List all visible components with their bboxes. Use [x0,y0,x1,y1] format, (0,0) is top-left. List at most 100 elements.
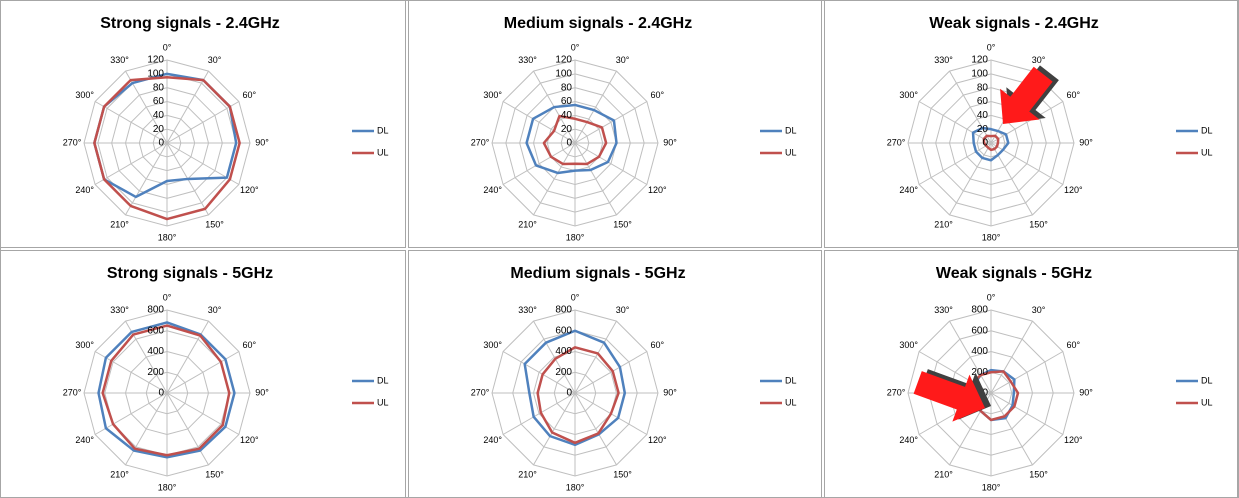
angle-label: 120° [240,435,259,445]
legend-label: DL [785,375,797,385]
angle-label: 300° [75,340,94,350]
angle-label: 120° [1064,185,1083,195]
angle-label: 60° [1066,340,1080,350]
r-tick-label: 600 [971,325,988,336]
angle-label: 210° [518,220,537,230]
spoke [166,351,240,394]
angle-label: 270° [471,387,490,397]
spoke [166,70,209,144]
angle-label: 30° [616,305,630,315]
r-tick-label: 600 [147,325,164,336]
spoke [990,392,1033,466]
r-tick-label: 20 [977,124,989,135]
angle-label: 270° [471,137,490,147]
angle-label: 300° [483,340,502,350]
legend-label: UL [785,147,797,157]
chart-title: Strong signals - 2.4GHz [100,15,280,32]
angle-label: 60° [650,340,664,350]
angle-label: 270° [63,387,82,397]
angle-label: 120° [648,435,667,445]
legend-label: DL [1201,125,1213,135]
angle-label: 150° [613,470,632,480]
spoke [949,142,992,216]
angle-label: 330° [518,305,537,315]
angle-label: 180° [982,232,1001,242]
angle-label: 300° [483,90,502,100]
angle-label: 330° [110,55,129,65]
legend-label: UL [785,397,797,407]
spoke [94,392,168,435]
r-tick-label: 100 [147,68,164,79]
panel-frame [824,250,1238,498]
r-tick-label: 40 [977,110,989,121]
angle-label: 0° [571,292,580,302]
spoke [166,320,209,394]
angle-label: 30° [208,55,222,65]
angle-label: 90° [663,137,677,147]
series-line [971,126,1010,162]
angle-label: 300° [75,90,94,100]
angle-label: 60° [242,90,256,100]
angle-label: 180° [158,232,177,242]
panel-frame [408,250,822,498]
spoke [166,392,240,435]
angle-label: 150° [1029,220,1048,230]
series-line [536,346,620,445]
spoke [502,101,576,144]
r-tick-label: 120 [971,55,988,66]
chart-panel: Strong signals - 2.4GHz 0° 30° 60° 90° 120° 15… [0,0,406,248]
r-tick-label: 0 [158,138,164,149]
series-line [97,321,236,459]
r-tick-label: 20 [153,124,165,135]
spoke [166,392,209,466]
spoke [533,392,576,466]
annotations [913,65,1059,422]
r-tick-label: 120 [147,55,164,66]
angle-label: 30° [1032,305,1046,315]
angle-label: 210° [110,470,129,480]
angle-label: 150° [205,470,224,480]
angle-label: 30° [1032,55,1046,65]
spoke [574,142,648,185]
spoke [125,392,168,466]
chart-panel: Medium signals - 2.4GHz 0° 30° 60° 90° 120° 15… [408,0,822,248]
angle-label: 240° [75,435,94,445]
panel-frame [824,0,1238,248]
angle-label: 30° [616,55,630,65]
spoke [990,351,1064,394]
angle-label: 90° [1079,137,1093,147]
series-line [101,324,231,457]
spoke [125,320,168,394]
r-tick-label: 0 [982,388,988,399]
r-tick-label: 0 [158,388,164,399]
angle-label: 210° [934,220,953,230]
angle-label: 120° [648,185,667,195]
angle-label: 120° [240,185,259,195]
spoke [125,142,168,216]
series-line [93,76,241,221]
spoke [574,70,617,144]
angle-label: 210° [110,220,129,230]
spoke [574,392,617,466]
r-tick-label: 0 [566,388,572,399]
legend-label: DL [1201,375,1213,385]
legend-label: UL [1201,397,1213,407]
spoke [574,101,648,144]
angle-label: 90° [255,387,269,397]
angle-label: 180° [982,482,1001,492]
angle-label: 240° [75,185,94,195]
r-tick-label: 800 [971,305,988,316]
spoke [533,320,576,394]
angle-label: 210° [518,470,537,480]
r-tick-label: 800 [555,305,572,316]
r-tick-label: 200 [555,367,572,378]
angle-label: 0° [987,42,996,52]
chart-panel: Weak signals - 5GHz 0° 30° 60° 90° 120° 150° 18… [824,250,1238,498]
angle-label: 270° [887,137,906,147]
r-tick-label: 400 [555,346,572,357]
legend-label: UL [377,397,389,407]
r-tick-label: 80 [977,82,989,93]
spoke [94,142,168,185]
